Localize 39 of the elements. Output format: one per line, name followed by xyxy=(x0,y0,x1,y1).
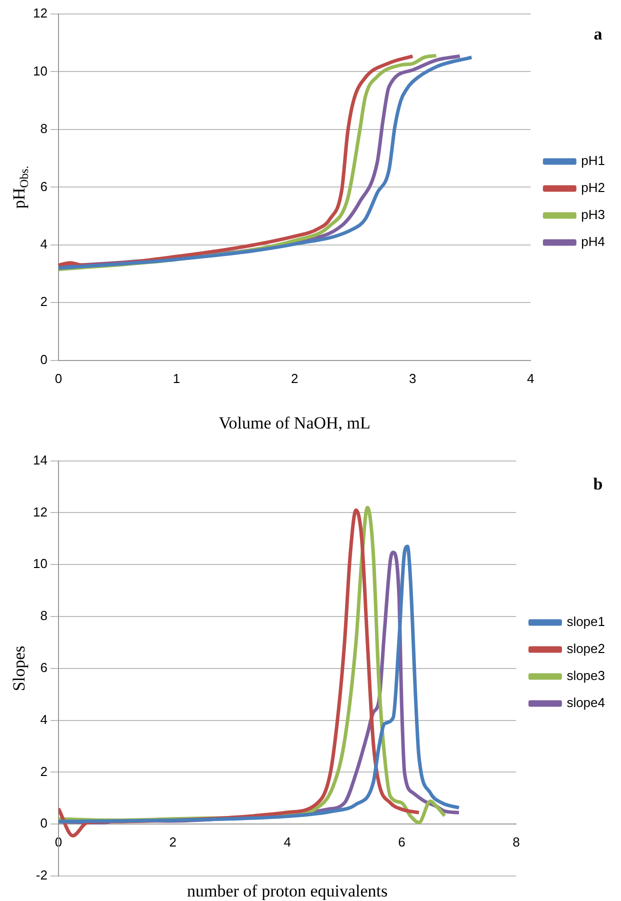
y-tick-label: 6 xyxy=(40,178,48,194)
y-tick-label: 8 xyxy=(40,121,48,136)
legend-label: pH1 xyxy=(581,153,606,168)
y-axis-title: pHObs. xyxy=(9,166,32,209)
y-tick-label: 6 xyxy=(40,660,48,675)
y-tick-label: 8 xyxy=(40,608,48,624)
y-axis-title: Slopes xyxy=(9,646,28,692)
y-tick-label: 0 xyxy=(40,816,48,831)
legend-label: pH2 xyxy=(581,180,606,196)
x-tick-label: 2 xyxy=(290,370,298,386)
x-tick-label: 4 xyxy=(284,834,291,850)
x-tick-label: 6 xyxy=(398,834,406,850)
x-axis-title: Volume of NaOH, mL xyxy=(218,413,370,432)
y-tick-label: 0 xyxy=(40,352,48,367)
legend-label: slope3 xyxy=(566,668,606,684)
text: b xyxy=(593,474,603,494)
x-tick-label: 4 xyxy=(527,370,534,386)
x-tick-label: 8 xyxy=(512,834,520,850)
x-tick-label: 1 xyxy=(172,370,180,386)
y-tick-label: 14 xyxy=(32,452,48,468)
legend-label: slope4 xyxy=(566,695,606,710)
y-tick-label: 4 xyxy=(40,712,48,727)
y-tick-label: 10 xyxy=(32,63,48,78)
x-tick-label: 3 xyxy=(408,370,416,386)
y-tick-label: 2 xyxy=(40,294,48,310)
y-tick-label: -2 xyxy=(36,868,48,883)
x-tick-label: 0 xyxy=(54,370,62,386)
x-axis-title: number of proton equivalents xyxy=(187,881,388,900)
text: a xyxy=(594,24,603,44)
x-tick-label: 2 xyxy=(169,834,177,850)
y-tick-label: 2 xyxy=(40,764,48,779)
legend-label: slope2 xyxy=(566,641,606,656)
legend-label: slope1 xyxy=(566,614,606,630)
legend-label: pH4 xyxy=(581,234,606,250)
y-tick-label: 12 xyxy=(32,504,48,520)
y-tick-label: 12 xyxy=(32,6,48,21)
y-tick-label: 4 xyxy=(40,236,48,252)
legend-label: pH3 xyxy=(581,207,606,222)
y-tick-label: 10 xyxy=(32,556,48,572)
